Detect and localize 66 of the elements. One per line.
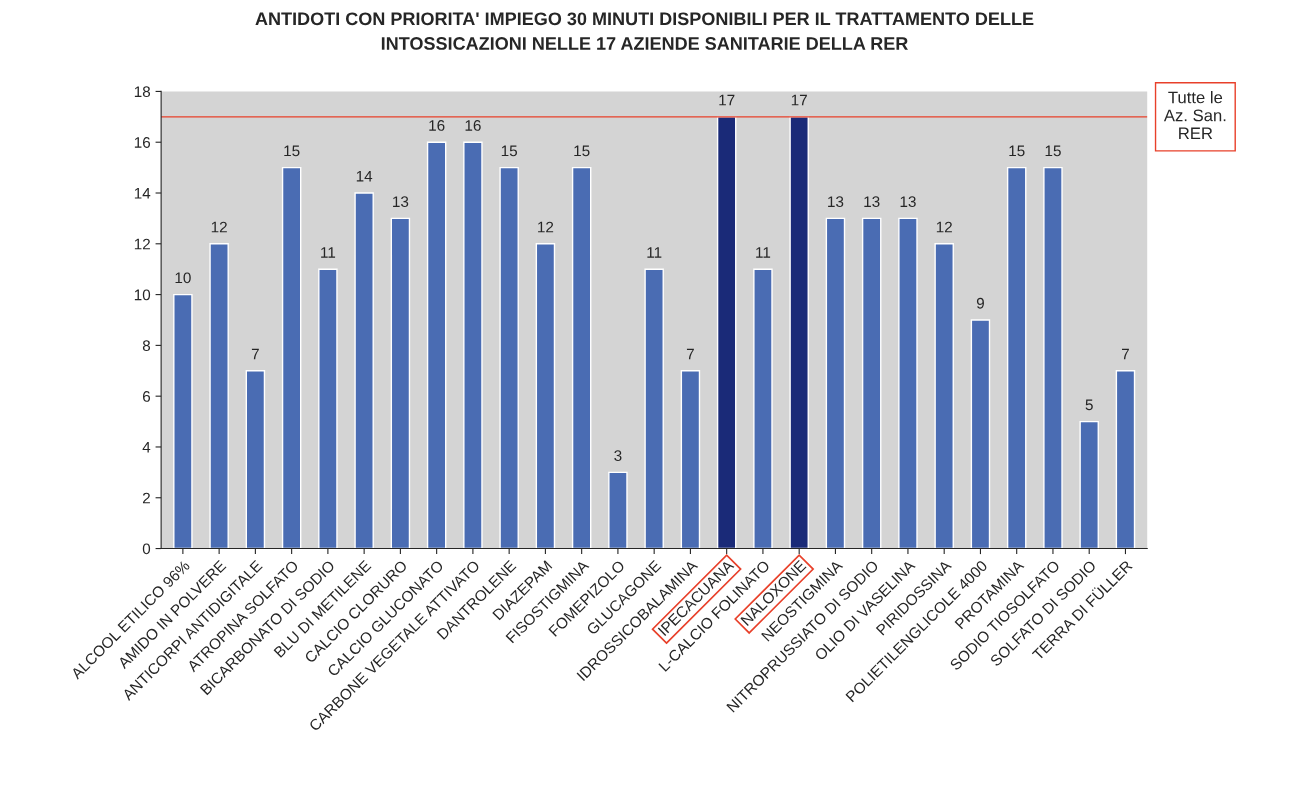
bar [390, 217, 411, 549]
data-label: 13 [900, 196, 916, 208]
data-label: 16 [465, 120, 481, 131]
y-tick-label: 14 [134, 188, 151, 199]
data-label: 11 [321, 247, 336, 258]
bar [861, 217, 882, 549]
y-tick-label: 6 [142, 391, 151, 402]
bar [1006, 166, 1027, 549]
bar [245, 370, 266, 549]
data-label: 5 [1085, 399, 1093, 411]
data-label: 15 [501, 145, 518, 157]
data-label: 15 [284, 145, 300, 157]
data-label: 16 [429, 120, 445, 131]
y-tick-label: 8 [142, 340, 151, 352]
bar [753, 268, 773, 549]
data-label: 14 [356, 170, 373, 182]
data-label: 13 [864, 196, 880, 208]
bar [354, 192, 374, 549]
bar [463, 141, 483, 549]
bar [716, 116, 737, 549]
data-label: 17 [791, 94, 807, 106]
data-label: 12 [538, 221, 554, 233]
data-label: 15 [1045, 145, 1061, 157]
data-label: 7 [1121, 348, 1129, 360]
bar [1115, 370, 1136, 549]
bar [680, 370, 701, 549]
data-label: 17 [719, 94, 735, 106]
bar [173, 293, 193, 549]
bar [898, 217, 918, 549]
bar [318, 268, 338, 549]
data-label: 13 [393, 196, 409, 208]
data-label: 7 [251, 348, 259, 360]
data-label: 15 [574, 145, 590, 157]
data-label: 15 [1009, 145, 1025, 157]
bar [1043, 166, 1063, 549]
bar [571, 166, 592, 549]
data-label: 11 [647, 247, 662, 258]
bar [535, 243, 556, 549]
y-tick-label: 2 [142, 492, 150, 504]
bar [608, 471, 628, 549]
bar [499, 166, 519, 549]
bar [970, 319, 991, 549]
y-tick-label: 4 [142, 441, 151, 453]
data-label: 12 [211, 221, 227, 233]
y-tick-label: 0 [142, 543, 151, 555]
bar [281, 166, 302, 549]
bar [1079, 420, 1099, 549]
bar [825, 217, 846, 549]
bar [426, 141, 447, 549]
bar [209, 243, 229, 549]
data-label: 9 [976, 297, 984, 309]
data-label: 3 [614, 450, 622, 462]
chart-title: ANTIDOTI CON PRIORITA' IMPIEGO 30 MINUTI DISPONIBILI PER IL TRATTAMENTO DELLE INTOSSICAZIONI NELLE 17 AZIENDE SANITARIE DELLA RER [255, 12, 1034, 50]
bar [934, 243, 954, 549]
y-tick-label: 12 [134, 238, 150, 250]
data-label: 13 [828, 196, 844, 208]
bar [789, 116, 809, 549]
data-label: 11 [756, 247, 771, 258]
data-label: 12 [936, 221, 952, 233]
y-tick-label: 16 [134, 137, 151, 148]
y-tick-label: 18 [134, 86, 151, 98]
bar [644, 268, 664, 549]
ref-line-label: Tutte le Az. San. RER [1163, 91, 1226, 140]
data-label: 7 [686, 348, 694, 360]
data-label: 10 [175, 272, 191, 284]
y-tick-label: 10 [134, 289, 151, 301]
